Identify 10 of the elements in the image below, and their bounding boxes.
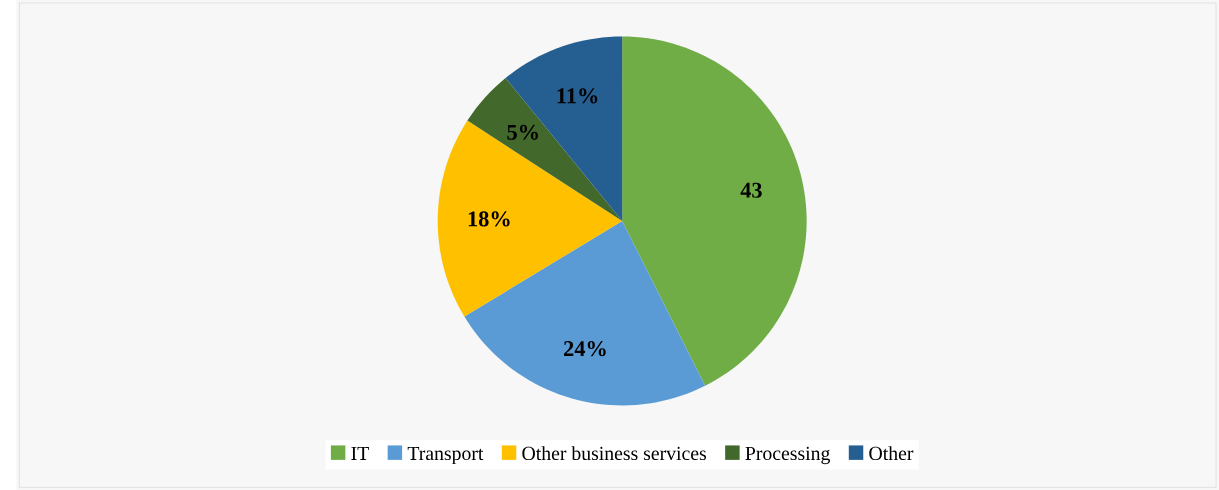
legend-label: Transport [407, 446, 484, 464]
legend-label: IT [351, 446, 369, 460]
data-label: 24% [564, 340, 606, 357]
data-label: 11% [557, 88, 598, 104]
legend-label: Other [869, 446, 914, 460]
data-label: 18% [468, 211, 510, 227]
data-label: 43 [740, 182, 762, 198]
legend-label: Other business services [522, 446, 706, 460]
legend-label: Processing [745, 446, 830, 464]
data-label: 5% [507, 124, 538, 140]
